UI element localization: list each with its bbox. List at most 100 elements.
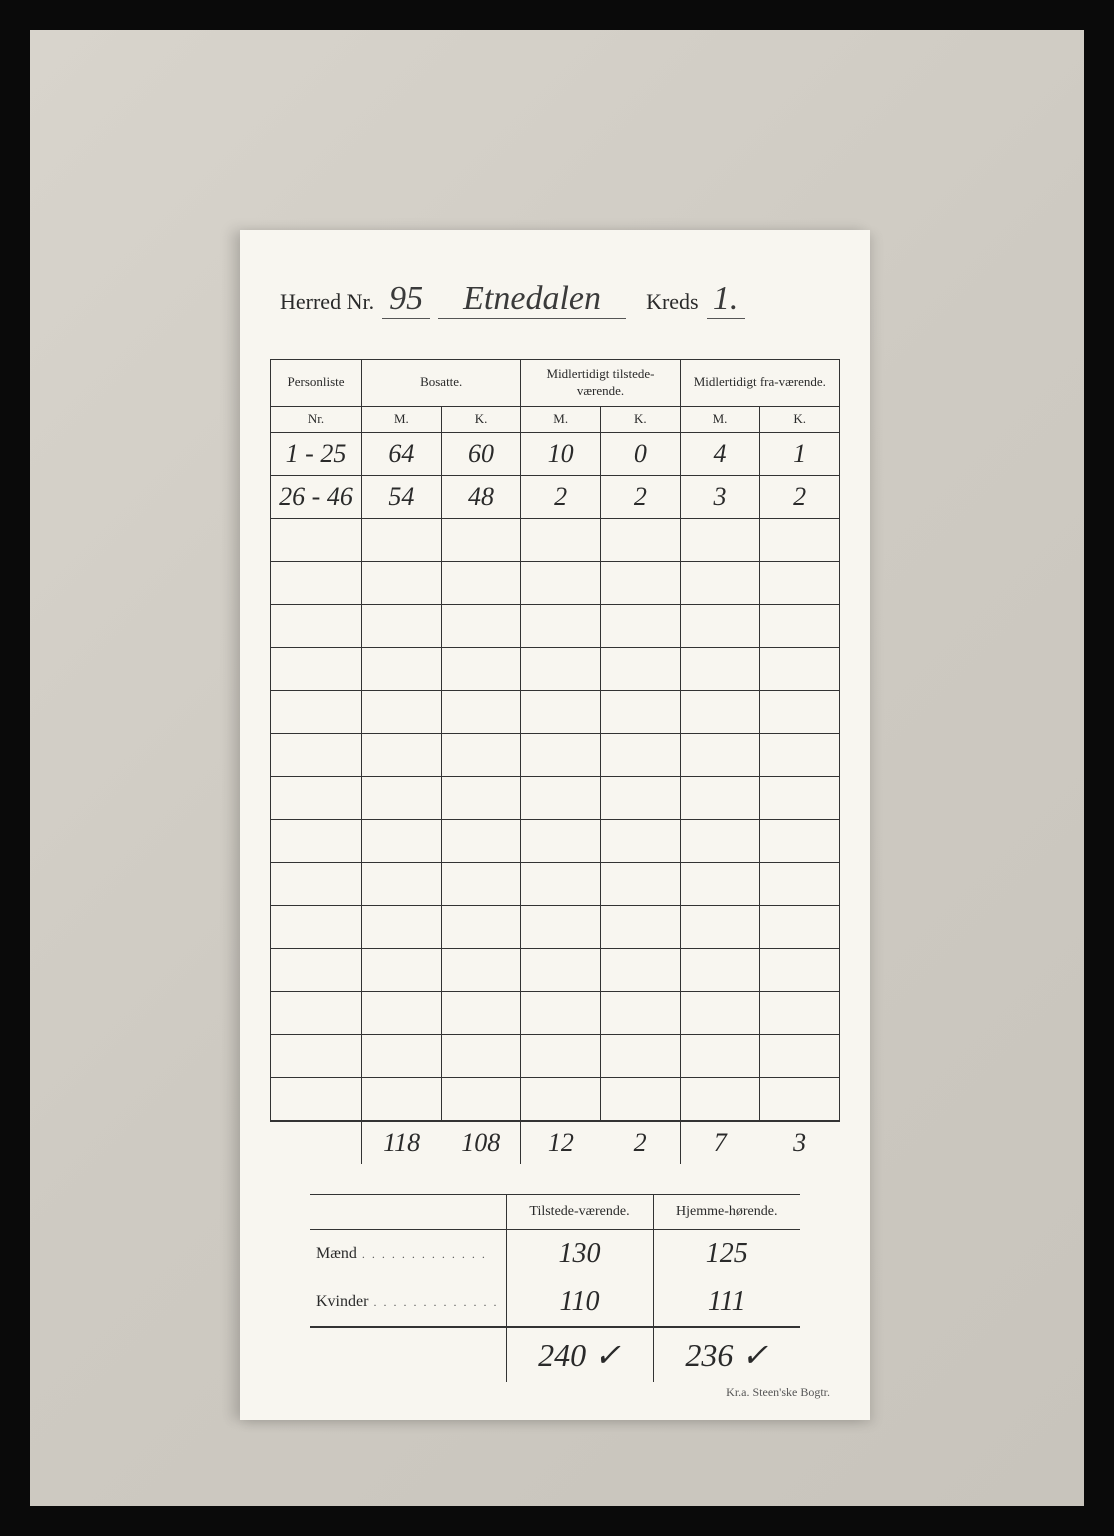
summary-col-hjemme: Hjemme-hørende. xyxy=(653,1194,800,1229)
table-row-empty xyxy=(271,647,840,690)
empty-cell xyxy=(271,905,362,948)
empty-cell xyxy=(521,1034,601,1077)
empty-cell xyxy=(601,561,681,604)
kreds-label: Kreds xyxy=(646,289,699,315)
total-tk: 2 xyxy=(601,1121,681,1164)
census-form-card: Herred Nr. 95 Etnedalen Kreds 1. Personl… xyxy=(240,230,870,1420)
printer-credit: Kr.a. Steen'ske Bogtr. xyxy=(726,1385,830,1400)
cell-nr: 1 - 25 xyxy=(271,432,362,475)
empty-cell xyxy=(362,561,442,604)
empty-cell xyxy=(362,862,442,905)
empty-cell xyxy=(362,948,442,991)
empty-cell xyxy=(271,991,362,1034)
table-row: 26 - 4654482232 xyxy=(271,475,840,518)
cell-nr: 26 - 46 xyxy=(271,475,362,518)
herred-name: Etnedalen xyxy=(438,280,626,319)
empty-cell xyxy=(601,905,681,948)
col-bosatte-m: M. xyxy=(362,406,442,432)
empty-cell xyxy=(521,991,601,1034)
empty-cell xyxy=(271,733,362,776)
empty-cell xyxy=(362,776,442,819)
cell-tk: 2 xyxy=(601,475,681,518)
cell-bm: 54 xyxy=(362,475,442,518)
summary-table: Tilstede-værende. Hjemme-hørende. Mænd 1… xyxy=(310,1194,800,1382)
empty-cell xyxy=(760,604,840,647)
kvinder-hjemme: 111 xyxy=(653,1278,800,1327)
cell-fm: 3 xyxy=(680,475,760,518)
table-row-empty xyxy=(271,1034,840,1077)
empty-cell xyxy=(680,690,760,733)
empty-cell xyxy=(521,1077,601,1121)
empty-cell xyxy=(521,905,601,948)
empty-cell xyxy=(441,604,521,647)
col-bosatte: Bosatte. xyxy=(362,360,521,407)
empty-cell xyxy=(441,776,521,819)
empty-cell xyxy=(441,905,521,948)
empty-cell xyxy=(441,690,521,733)
empty-cell xyxy=(521,776,601,819)
empty-cell xyxy=(760,690,840,733)
herred-label: Herred Nr. xyxy=(280,289,374,315)
empty-cell xyxy=(760,733,840,776)
empty-cell xyxy=(601,604,681,647)
empty-cell xyxy=(760,1034,840,1077)
table-row-empty xyxy=(271,776,840,819)
empty-cell xyxy=(362,733,442,776)
empty-cell xyxy=(521,819,601,862)
empty-cell xyxy=(680,862,760,905)
col-tilstede-k: K. xyxy=(601,406,681,432)
table-row-empty xyxy=(271,905,840,948)
empty-cell xyxy=(521,862,601,905)
herred-number: 95 xyxy=(382,280,430,319)
empty-cell xyxy=(362,991,442,1034)
empty-cell xyxy=(271,776,362,819)
empty-cell xyxy=(601,776,681,819)
empty-cell xyxy=(680,647,760,690)
empty-cell xyxy=(271,819,362,862)
summary-section: Tilstede-værende. Hjemme-hørende. Mænd 1… xyxy=(270,1194,840,1382)
table-row-empty xyxy=(271,561,840,604)
cell-fk: 1 xyxy=(760,432,840,475)
empty-cell xyxy=(271,948,362,991)
empty-cell xyxy=(680,1077,760,1121)
col-tilstede-m: M. xyxy=(521,406,601,432)
form-header: Herred Nr. 95 Etnedalen Kreds 1. xyxy=(270,280,840,319)
empty-cell xyxy=(760,862,840,905)
kreds-number: 1. xyxy=(707,280,745,319)
col-bosatte-k: K. xyxy=(441,406,521,432)
empty-cell xyxy=(760,776,840,819)
cell-fk: 2 xyxy=(760,475,840,518)
table-row-empty xyxy=(271,518,840,561)
empty-cell xyxy=(362,905,442,948)
empty-cell xyxy=(271,518,362,561)
main-data-table: Personliste Bosatte. Midlertidigt tilste… xyxy=(270,359,840,1164)
empty-cell xyxy=(680,604,760,647)
empty-cell xyxy=(441,819,521,862)
empty-cell xyxy=(760,647,840,690)
total-fm: 7 xyxy=(680,1121,760,1164)
kvinder-tilstede: 110 xyxy=(506,1278,653,1327)
empty-cell xyxy=(760,561,840,604)
summary-row-maend: Mænd 130 125 xyxy=(310,1229,800,1278)
col-midl-fra: Midlertidigt fra-værende. xyxy=(680,360,839,407)
empty-cell xyxy=(362,604,442,647)
empty-cell xyxy=(271,690,362,733)
empty-cell xyxy=(441,1034,521,1077)
table-row-empty xyxy=(271,819,840,862)
table-row: 1 - 25646010041 xyxy=(271,432,840,475)
empty-cell xyxy=(271,647,362,690)
total-bk: 108 xyxy=(441,1121,521,1164)
empty-cell xyxy=(760,991,840,1034)
empty-cell xyxy=(601,647,681,690)
table-row-empty xyxy=(271,604,840,647)
empty-cell xyxy=(521,690,601,733)
cell-bm: 64 xyxy=(362,432,442,475)
cell-bk: 60 xyxy=(441,432,521,475)
empty-cell xyxy=(441,862,521,905)
empty-cell xyxy=(521,948,601,991)
empty-cell xyxy=(601,1034,681,1077)
total-hjemme: 236 ✓ xyxy=(653,1327,800,1382)
empty-cell xyxy=(680,819,760,862)
maend-tilstede: 130 xyxy=(506,1229,653,1278)
empty-cell xyxy=(680,991,760,1034)
